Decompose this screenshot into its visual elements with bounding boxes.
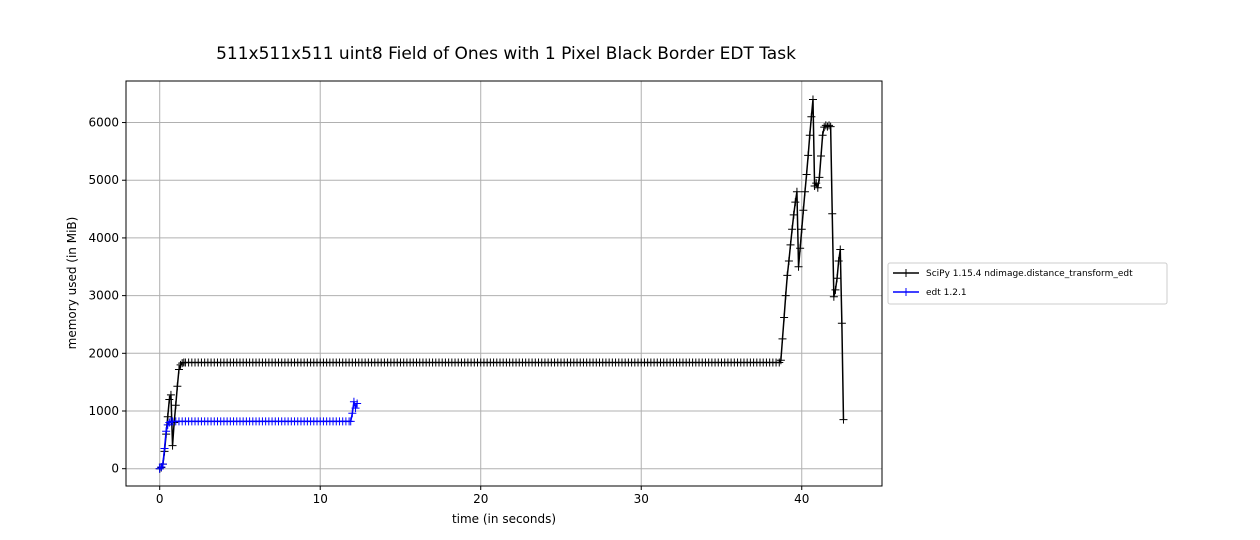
y-tick-label: 2000 (88, 346, 119, 360)
data-point (165, 395, 174, 404)
y-tick-label: 0 (111, 462, 119, 476)
axis-ticks: 0 10 20 30 40 0 1000 2000 3000 4000 5000 6000 (88, 116, 809, 506)
grid (126, 81, 882, 486)
data-point (780, 313, 789, 322)
data-point (837, 319, 846, 328)
data-point (812, 179, 821, 188)
x-tick-label: 20 (473, 492, 488, 506)
legend-marker-edt (902, 288, 910, 296)
data-point (346, 417, 355, 426)
x-axis-label: time (in seconds) (452, 512, 556, 526)
data-point (162, 427, 171, 436)
plot-area-frame (125, 80, 883, 487)
data-point (817, 152, 826, 160)
legend: SciPy 1.15.4 ndimage.distance_transform_… (887, 262, 1168, 305)
data-point (799, 206, 808, 215)
data-point (794, 262, 803, 271)
data-point (776, 356, 785, 365)
data-point (778, 334, 787, 343)
y-tick-label: 4000 (88, 231, 119, 245)
data-point (813, 183, 822, 192)
series-1 (155, 397, 362, 473)
legend-frame (887, 262, 1168, 305)
data-point (784, 257, 793, 265)
y-tick-label: 6000 (88, 116, 119, 130)
series-0 (155, 95, 848, 473)
series-line (159, 98, 845, 470)
y-tick-label: 3000 (88, 289, 119, 303)
data-point (351, 404, 360, 413)
data-point (802, 170, 811, 179)
data-point (792, 187, 801, 196)
data-point (815, 173, 824, 182)
legend-item-edt: edt 1.2.1 (893, 288, 967, 298)
data-point (829, 292, 838, 301)
data-point (789, 210, 798, 219)
data-point (800, 187, 809, 196)
data-point (171, 401, 180, 410)
data-point (791, 198, 800, 207)
data-point (166, 390, 175, 399)
y-tick-label: 5000 (88, 173, 119, 187)
data-point (781, 291, 790, 300)
data-point (168, 441, 177, 450)
chart-title: 511x511x511 uint8 Field of Ones with 1 P… (216, 44, 796, 64)
data-point (839, 415, 848, 424)
data-point (165, 418, 174, 427)
plot-series (155, 95, 848, 473)
data-point (353, 399, 362, 408)
data-point (820, 123, 829, 132)
data-point (826, 122, 835, 131)
x-tick-label: 30 (634, 492, 649, 506)
data-point (831, 285, 840, 294)
data-point (833, 274, 842, 283)
x-tick-label: 10 (313, 492, 328, 506)
x-tick-label: 40 (794, 492, 809, 506)
data-point (158, 460, 167, 469)
y-axis-label: memory used (in MiB) (65, 217, 79, 350)
data-point (783, 271, 792, 280)
data-point (825, 121, 834, 130)
data-point (160, 444, 169, 453)
data-point (818, 131, 827, 140)
data-point (836, 245, 845, 254)
data-point (174, 365, 183, 374)
data-point (808, 95, 817, 104)
data-point (155, 464, 164, 473)
legend-label-scipy: SciPy 1.15.4 ndimage.distance_transform_… (926, 269, 1133, 279)
series-line (159, 401, 358, 470)
data-point (788, 225, 797, 234)
data-point (807, 112, 816, 121)
legend-item-scipy: SciPy 1.15.4 ndimage.distance_transform_… (893, 269, 1133, 279)
data-point (828, 209, 837, 218)
data-point (796, 244, 805, 253)
data-point (834, 257, 843, 265)
data-point (786, 240, 795, 249)
data-point (805, 131, 814, 140)
data-point (349, 397, 358, 406)
data-point (173, 382, 182, 391)
data-point (178, 359, 187, 368)
data-point (804, 151, 813, 160)
data-point (348, 409, 357, 418)
legend-label-edt: edt 1.2.1 (926, 288, 967, 298)
data-point (163, 412, 172, 421)
data-point (797, 225, 806, 234)
legend-marker-scipy (902, 269, 910, 277)
y-tick-label: 1000 (88, 404, 119, 418)
x-tick-label: 0 (156, 492, 164, 506)
